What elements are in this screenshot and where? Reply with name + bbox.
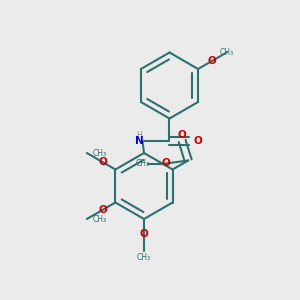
Text: CH₃: CH₃	[93, 148, 107, 158]
Text: O: O	[98, 157, 107, 167]
Text: O: O	[98, 205, 107, 215]
Text: O: O	[161, 158, 170, 169]
Text: CH₃: CH₃	[220, 48, 234, 57]
Text: CH₃: CH₃	[137, 254, 151, 262]
Text: CH₃: CH₃	[93, 214, 107, 224]
Text: O: O	[178, 130, 187, 140]
Text: H: H	[136, 131, 142, 140]
Text: N: N	[135, 136, 144, 146]
Text: CH₃: CH₃	[136, 159, 150, 168]
Text: O: O	[193, 136, 202, 146]
Text: O: O	[140, 229, 148, 239]
Text: O: O	[208, 56, 217, 66]
